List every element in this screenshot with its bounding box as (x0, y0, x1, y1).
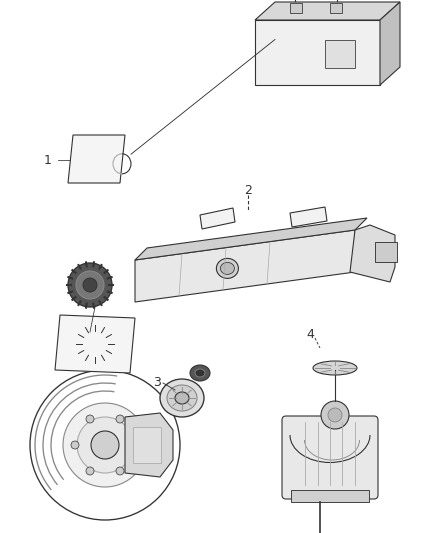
Bar (133, 427, 161, 463)
Circle shape (83, 278, 97, 292)
Polygon shape (55, 315, 135, 373)
Text: 4: 4 (306, 328, 314, 342)
Circle shape (131, 441, 139, 449)
Polygon shape (380, 2, 400, 85)
Polygon shape (255, 2, 400, 20)
Bar (290, 3, 302, 13)
Circle shape (76, 271, 104, 299)
Text: 1: 1 (44, 154, 52, 166)
Bar (291, 490, 369, 502)
Ellipse shape (220, 262, 234, 274)
Circle shape (63, 403, 147, 487)
Circle shape (321, 401, 349, 429)
Circle shape (30, 370, 180, 520)
Polygon shape (135, 230, 355, 302)
Polygon shape (125, 413, 173, 477)
Bar (330, 3, 342, 13)
FancyBboxPatch shape (282, 416, 378, 499)
Ellipse shape (190, 365, 210, 381)
Bar (325, 40, 355, 68)
Circle shape (116, 415, 124, 423)
Circle shape (86, 467, 94, 475)
Polygon shape (200, 208, 235, 229)
Polygon shape (350, 225, 395, 282)
Ellipse shape (216, 259, 238, 278)
Circle shape (68, 263, 112, 307)
Circle shape (71, 441, 79, 449)
Polygon shape (68, 135, 125, 183)
Ellipse shape (175, 392, 189, 404)
Circle shape (328, 408, 342, 422)
Text: 2: 2 (244, 183, 252, 197)
Bar (255, 20, 380, 85)
Ellipse shape (313, 361, 357, 375)
Ellipse shape (160, 379, 204, 417)
Text: 3: 3 (153, 376, 161, 390)
Bar (375, 242, 397, 262)
Circle shape (77, 417, 133, 473)
Ellipse shape (167, 385, 197, 411)
Circle shape (86, 415, 94, 423)
Circle shape (116, 467, 124, 475)
Ellipse shape (195, 369, 205, 377)
Circle shape (91, 431, 119, 459)
Polygon shape (135, 218, 367, 260)
Polygon shape (290, 207, 327, 227)
Circle shape (83, 332, 107, 356)
